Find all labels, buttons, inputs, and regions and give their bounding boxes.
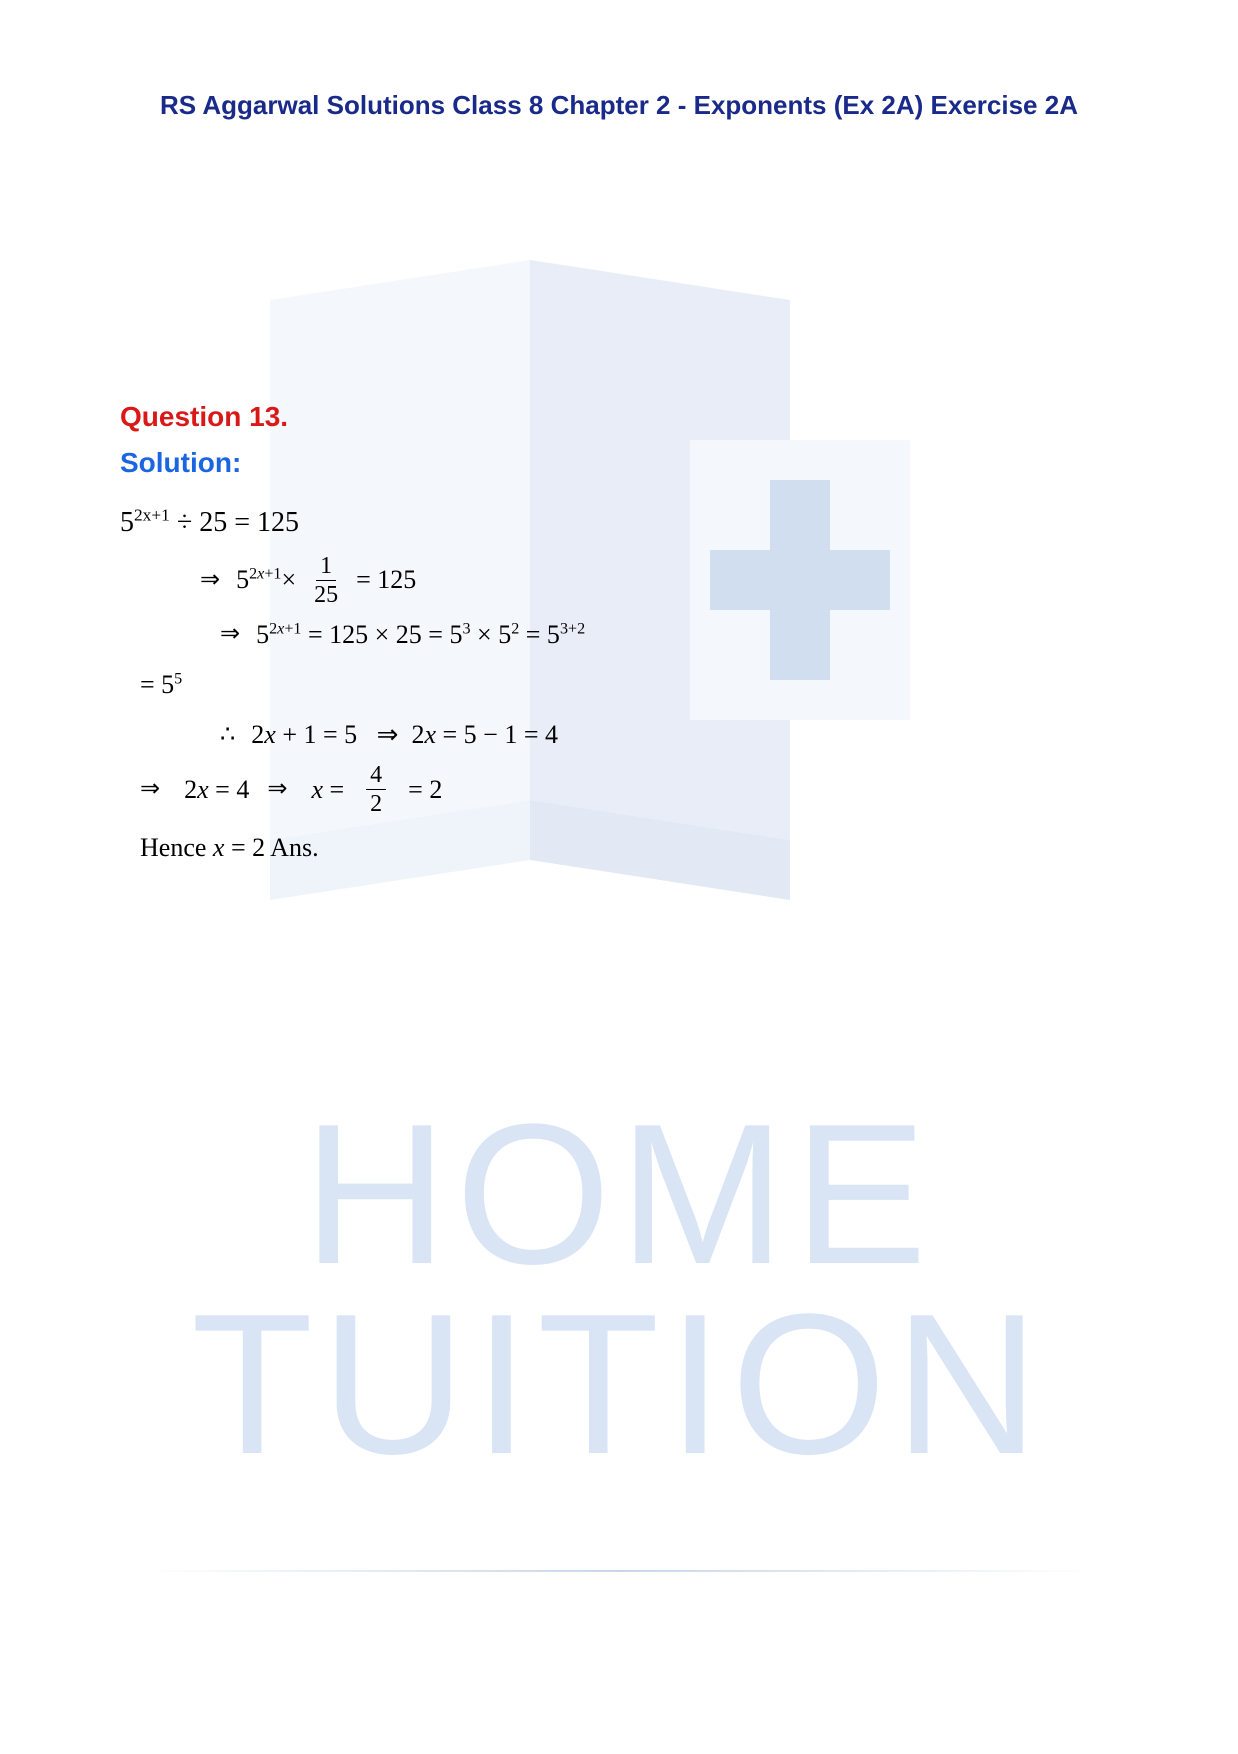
fraction-1-25: 1 25 <box>310 554 342 607</box>
equation-line-7: Hence x = 2 Ans. <box>120 826 1118 870</box>
implies-icon: ⇒ <box>267 769 287 810</box>
therefore-icon: ∴ <box>220 715 235 756</box>
equation-line-4: = 55 <box>120 663 1118 707</box>
solution-label: Solution: <box>120 447 1118 479</box>
equation-line-3: ⇒ 52x+1 = 125 × 25 = 53 × 52 = 53+2 <box>120 613 1118 657</box>
fraction-4-2: 4 2 <box>366 763 386 816</box>
question-label: Question 13. <box>120 401 1118 433</box>
watermark-text: HOME TUITION <box>0 1100 1238 1480</box>
equation-line-1: 52x+1 ÷ 25 = 125 <box>120 501 1118 546</box>
watermark-line-1: HOME <box>0 1100 1238 1290</box>
footer-rule <box>140 1570 1098 1572</box>
watermark-line-2: TUITION <box>0 1290 1238 1480</box>
equation-line-2: ⇒ 52x+1× 1 25 = 125 <box>120 554 1118 607</box>
equation-line-5: ∴ 2x + 1 = 5 ⇒ 2x = 5 − 1 = 4 <box>120 713 1118 757</box>
implies-icon: ⇒ <box>220 614 240 655</box>
page-content: RS Aggarwal Solutions Class 8 Chapter 2 … <box>0 0 1238 967</box>
implies-icon: ⇒ <box>140 769 160 810</box>
page-title: RS Aggarwal Solutions Class 8 Chapter 2 … <box>120 90 1118 121</box>
equation-line-6: ⇒ 2x = 4 ⇒ x = 4 2 = 2 <box>120 763 1118 816</box>
implies-icon: ⇒ <box>200 560 220 601</box>
